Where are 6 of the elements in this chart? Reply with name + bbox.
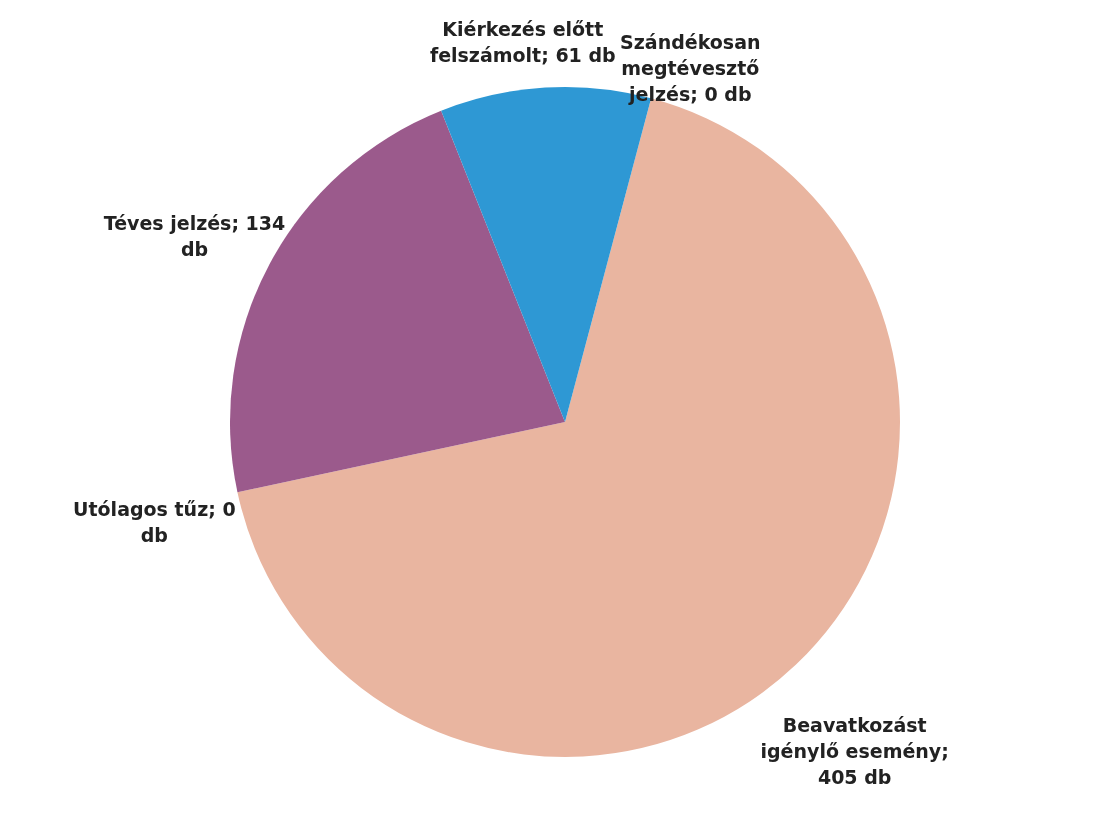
text: db [140,524,168,547]
slice-label: Kiérkezés előtt felszámolt; 61 db [429,18,616,66]
category-label: Szándékosan megtévesztő jelzés; 0 db [620,31,761,105]
category-label: Utólagos tűz; 0 [73,498,236,521]
slice-label: Téves jelzés; 134 db [103,212,286,261]
slice-label: Beavatkozást igénylő esemény; 405 db [760,714,949,789]
